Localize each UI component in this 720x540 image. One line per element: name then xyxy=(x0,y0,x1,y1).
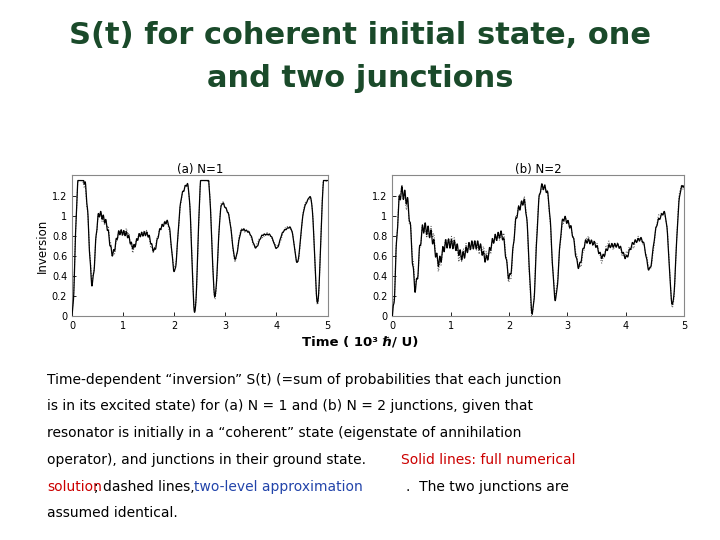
Text: is in its excited state) for (a) N = 1 and (b) N = 2 junctions, given that: is in its excited state) for (a) N = 1 a… xyxy=(47,400,533,413)
Text: operator), and junctions in their ground state.: operator), and junctions in their ground… xyxy=(47,453,379,467)
Text: solution: solution xyxy=(47,480,102,494)
Text: and two junctions: and two junctions xyxy=(207,64,513,93)
Text: S(t) for coherent initial state, one: S(t) for coherent initial state, one xyxy=(69,21,651,50)
Text: Time ( 10³ ℏ/ U): Time ( 10³ ℏ/ U) xyxy=(302,336,418,349)
Title: (a) N=1: (a) N=1 xyxy=(176,163,223,176)
Text: two-level approximation: two-level approximation xyxy=(194,480,363,494)
Text: resonator is initially in a “coherent” state (eigenstate of annihilation: resonator is initially in a “coherent” s… xyxy=(47,426,521,440)
Text: .  The two junctions are: . The two junctions are xyxy=(407,480,570,494)
Text: ; dashed lines,: ; dashed lines, xyxy=(94,480,199,494)
Y-axis label: Inversion: Inversion xyxy=(36,219,49,273)
Text: Time-dependent “inversion” S(t) (=sum of probabilities that each junction: Time-dependent “inversion” S(t) (=sum of… xyxy=(47,373,561,387)
Title: (b) N=2: (b) N=2 xyxy=(515,163,562,176)
Text: assumed identical.: assumed identical. xyxy=(47,507,178,520)
Text: Solid lines: full numerical: Solid lines: full numerical xyxy=(401,453,576,467)
